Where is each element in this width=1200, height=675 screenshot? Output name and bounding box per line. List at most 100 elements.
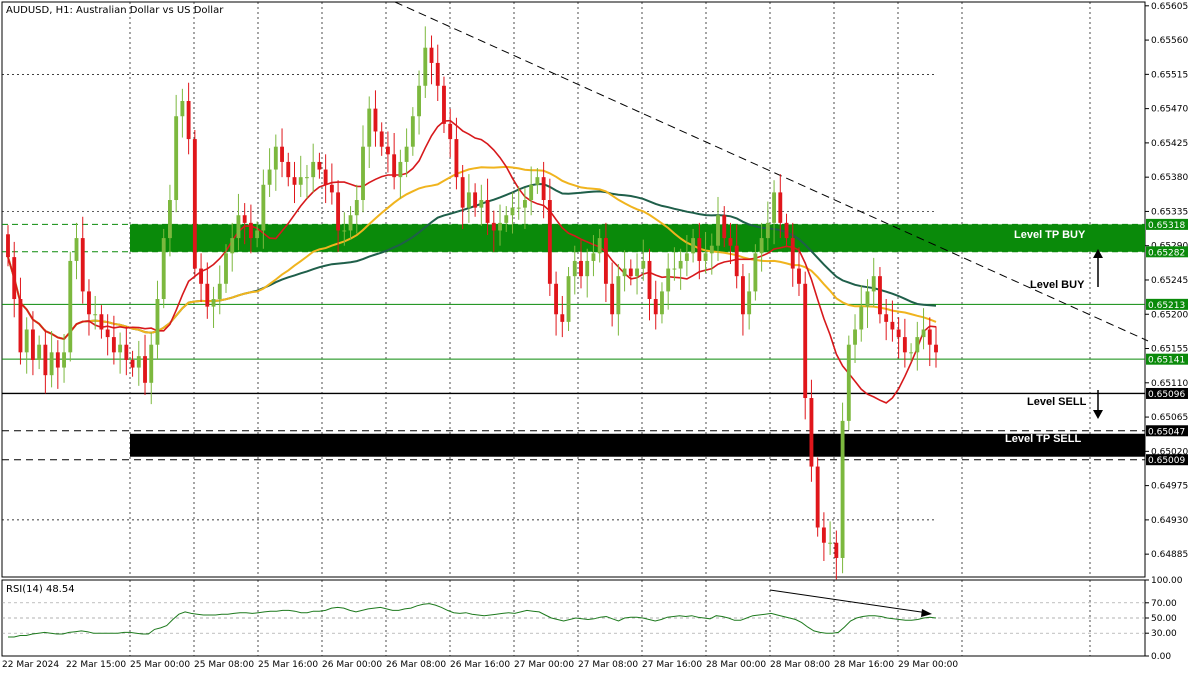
price-box xyxy=(1146,298,1188,310)
x-tick-label: 25 Mar 00:00 xyxy=(130,660,190,670)
candle-body xyxy=(361,146,365,201)
candle-body xyxy=(323,169,328,185)
candle-body xyxy=(853,329,857,345)
candle-body xyxy=(311,161,316,178)
candle-body xyxy=(442,85,446,124)
tp-buy-zone xyxy=(130,224,1145,252)
x-tick-label: 25 Mar 08:00 xyxy=(194,660,254,670)
candle-body xyxy=(55,352,60,368)
candle-body xyxy=(591,253,596,261)
candle-body xyxy=(815,466,820,528)
candle-body xyxy=(105,329,110,338)
candle-body xyxy=(865,291,870,307)
candle-body xyxy=(504,215,509,223)
x-tick-label: 28 Mar 00:00 xyxy=(706,660,766,670)
candle-body xyxy=(915,337,920,353)
candle-body xyxy=(168,200,172,239)
candle-body xyxy=(99,314,104,330)
y-tick-label: 0.65110 xyxy=(1151,379,1188,389)
candle-body xyxy=(603,238,608,284)
candle-body xyxy=(666,268,671,292)
candle-body xyxy=(547,200,552,284)
candle-body xyxy=(697,238,702,261)
y-tick-label: 0.64930 xyxy=(1151,516,1188,526)
y-tick-label: 0.65155 xyxy=(1151,345,1188,355)
candle-body xyxy=(566,276,571,322)
candle-body xyxy=(354,200,359,216)
candle-body xyxy=(87,291,91,315)
candle-body xyxy=(192,139,197,269)
price-box-label: 0.65096 xyxy=(1148,390,1185,400)
price-box xyxy=(1146,387,1188,399)
rsi-tick-label: 50.00 xyxy=(1151,614,1177,624)
candle-body xyxy=(498,222,502,231)
x-tick-label: 25 Mar 16:00 xyxy=(258,660,318,670)
candle-body xyxy=(728,238,733,246)
candle-body xyxy=(111,337,116,353)
candle-body xyxy=(454,139,459,178)
candle-body xyxy=(317,161,322,170)
candle-body xyxy=(554,283,559,315)
candle-body xyxy=(934,344,938,353)
candle-body xyxy=(846,344,851,421)
candle-body xyxy=(516,207,521,209)
candle-body xyxy=(199,268,204,284)
rsi-label: RSI(14) 48.54 xyxy=(6,584,75,595)
y-tick-label: 0.65560 xyxy=(1151,36,1188,46)
candle-body xyxy=(448,123,453,140)
rsi-tick-label: 70.00 xyxy=(1151,599,1177,609)
candle-body xyxy=(217,283,222,300)
candle-body xyxy=(921,329,926,338)
x-tick-label: 29 Mar 00:00 xyxy=(898,660,958,670)
candle-body xyxy=(130,359,135,368)
candle-body xyxy=(622,268,627,277)
candle-body xyxy=(628,268,633,277)
candle-body xyxy=(579,260,583,277)
candle-body xyxy=(429,47,434,63)
candle-body xyxy=(24,329,29,353)
y-tick-label: 0.65065 xyxy=(1151,413,1188,423)
candle-body xyxy=(80,238,85,292)
candle-body xyxy=(435,62,440,86)
sell-arrowhead xyxy=(1093,410,1103,419)
candle-body xyxy=(896,329,901,338)
candle-body xyxy=(379,131,384,147)
level-tp-buy-label: Level TP BUY xyxy=(1014,229,1086,241)
candle-body xyxy=(385,146,390,155)
price-box xyxy=(1146,246,1188,258)
candle-body xyxy=(653,299,658,315)
candle-body xyxy=(348,215,353,231)
candle-body xyxy=(479,200,484,208)
candle-body xyxy=(18,299,23,353)
candle-body xyxy=(49,352,54,376)
candle-body xyxy=(236,215,241,239)
candle-body xyxy=(404,146,409,162)
main-plot-frame xyxy=(1,1,1146,578)
candle-body xyxy=(647,260,652,300)
candle-body xyxy=(828,542,833,544)
trendline xyxy=(394,1,1149,342)
candle-body xyxy=(466,192,471,208)
x-tick-label: 27 Mar 08:00 xyxy=(578,660,638,670)
candle-body xyxy=(423,47,428,86)
candle-body xyxy=(753,253,758,292)
candle-body xyxy=(417,85,421,117)
x-tick-label: 27 Mar 16:00 xyxy=(642,660,702,670)
candle-body xyxy=(890,321,895,330)
rsi-tick-label: 100.00 xyxy=(1151,576,1183,586)
level-sell-label: Level SELL xyxy=(1027,396,1087,408)
rsi-line xyxy=(8,603,937,638)
candle-body xyxy=(242,215,247,223)
candle-body xyxy=(74,238,79,261)
candle-body xyxy=(616,276,621,315)
candles xyxy=(6,26,938,580)
candle-body xyxy=(784,222,789,239)
x-tick-label: 27 Mar 00:00 xyxy=(514,660,574,670)
candle-body xyxy=(902,337,907,353)
tp-sell-zone xyxy=(130,433,1145,457)
chart-title: AUDUSD, H1: Australian Dollar vs US Doll… xyxy=(6,5,224,16)
candle-body xyxy=(155,299,160,345)
candle-body xyxy=(541,177,546,201)
candle-body xyxy=(267,169,272,185)
y-tick-label: 0.65380 xyxy=(1151,173,1188,183)
